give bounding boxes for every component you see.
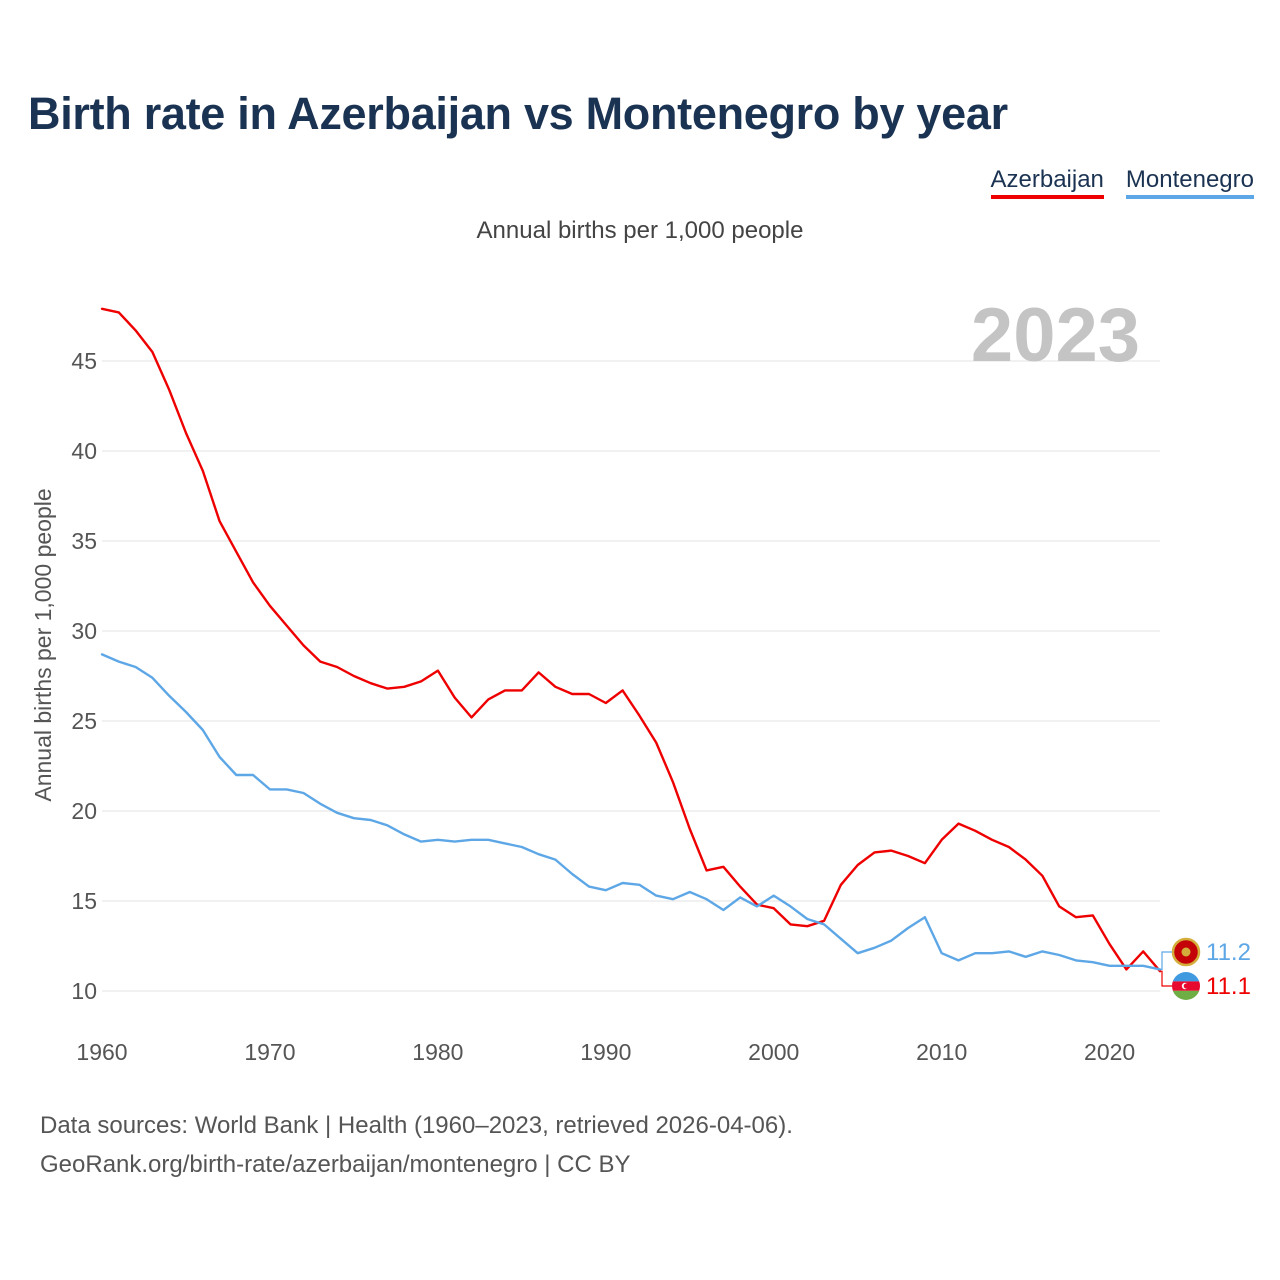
y-tick-15: 15 xyxy=(71,888,97,914)
azerbaijan-flag-icon xyxy=(1172,972,1200,1000)
x-tick-1990: 1990 xyxy=(580,1039,631,1065)
end-label-azerbaijan: 11.1 xyxy=(1206,973,1251,1000)
end-label-montenegro: 11.2 xyxy=(1206,939,1251,966)
connector-azerbaijan xyxy=(1160,970,1172,987)
footer-link[interactable]: GeoRank.org/birth-rate/azerbaijan/monten… xyxy=(40,1151,631,1178)
y-tick-20: 20 xyxy=(71,798,97,824)
legend: Azerbaijan Montenegro xyxy=(990,166,1254,199)
chart-subtitle: Annual births per 1,000 people xyxy=(476,217,804,244)
y-tick-35: 35 xyxy=(71,528,97,554)
end-markers xyxy=(1171,937,1201,1000)
footer: Data sources: World Bank | Health (1960–… xyxy=(40,1106,793,1184)
series-line-montenegro xyxy=(100,653,1162,971)
x-tick-1980: 1980 xyxy=(412,1039,463,1065)
y-tick-30: 30 xyxy=(71,618,97,644)
x-tick-2020: 2020 xyxy=(1084,1039,1135,1065)
series-lines xyxy=(100,307,1162,973)
y-tick-25: 25 xyxy=(71,708,97,734)
x-axis-ticks: 1960 1970 1980 1990 2000 2010 2020 xyxy=(76,1039,1135,1065)
montenegro-flag-icon xyxy=(1171,937,1201,967)
y-axis-ticks: 10 15 20 25 30 35 40 45 xyxy=(71,348,97,1004)
y-tick-45: 45 xyxy=(71,348,97,374)
connector-montenegro xyxy=(1160,951,1172,971)
y-tick-40: 40 xyxy=(71,438,97,464)
legend-item-azerbaijan[interactable]: Azerbaijan xyxy=(990,166,1104,199)
year-label: 2023 xyxy=(971,293,1140,378)
x-tick-2010: 2010 xyxy=(916,1039,967,1065)
y-tick-10: 10 xyxy=(71,978,97,1004)
x-tick-1970: 1970 xyxy=(244,1039,295,1065)
footer-sources: Data sources: World Bank | Health (1960–… xyxy=(40,1112,793,1139)
end-value-labels: 11.1 11.2 xyxy=(1160,939,1251,1000)
legend-item-montenegro[interactable]: Montenegro xyxy=(1125,166,1254,199)
y-axis-label: Annual births per 1,000 people xyxy=(30,488,56,801)
series-line-azerbaijan xyxy=(100,307,1162,973)
x-tick-2000: 2000 xyxy=(748,1039,799,1065)
x-tick-1960: 1960 xyxy=(76,1039,127,1065)
grid-lines xyxy=(102,360,1160,992)
chart-title: Birth rate in Azerbaijan vs Montenegro b… xyxy=(28,88,1008,139)
